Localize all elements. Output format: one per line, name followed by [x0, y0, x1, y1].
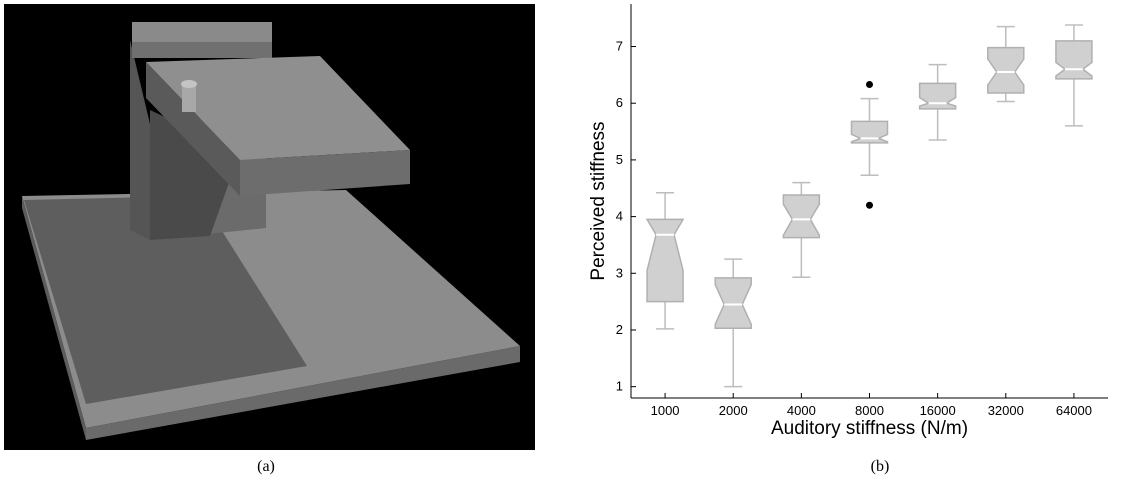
y-tick-label: 2 — [616, 322, 623, 337]
x-tick-label: 64000 — [1056, 403, 1092, 418]
panel-a-caption: (a) — [257, 458, 275, 475]
box-body — [850, 120, 889, 144]
y-tick-label: 1 — [616, 379, 623, 394]
column-left-face — [130, 40, 150, 240]
shelf-top — [146, 56, 410, 160]
box-body — [782, 194, 821, 239]
box-1000 — [645, 192, 685, 330]
box-4000 — [782, 181, 821, 278]
y-tick-label: 4 — [616, 209, 623, 224]
axes: 1 2 3 4 5 6 7 1000 2000 4000 8000 16000 32000 64000 — [616, 4, 1108, 418]
x-tick-label: 32000 — [988, 403, 1024, 418]
y-tick-label: 5 — [616, 152, 623, 167]
shelf-front-side — [240, 150, 410, 196]
box-series — [645, 24, 1093, 388]
box-2000 — [714, 258, 752, 388]
x-tick-label: 2000 — [719, 403, 748, 418]
y-tick-label: 6 — [616, 95, 623, 110]
box-16000 — [918, 63, 957, 141]
y-tick-label: 7 — [616, 39, 623, 54]
base-front-side — [86, 346, 520, 440]
y-axis-label: Perceived stiffness — [588, 121, 609, 280]
box-32000 — [987, 25, 1025, 103]
box-body — [918, 82, 957, 110]
base-left-side — [22, 196, 86, 440]
y-tick-label: 3 — [616, 265, 623, 280]
x-tick-label: 8000 — [855, 403, 884, 418]
box-body — [1055, 40, 1093, 80]
peg-top — [181, 80, 197, 88]
peg — [182, 84, 196, 112]
x-tick-label: 1000 — [651, 403, 680, 418]
column-top-block-front — [132, 42, 272, 58]
column-top-block — [132, 22, 272, 42]
x-tick-label: 4000 — [787, 403, 816, 418]
x-tick-label: 16000 — [920, 403, 956, 418]
outlier-point — [866, 201, 873, 209]
box-body — [987, 46, 1025, 94]
box-body — [714, 277, 752, 330]
panel-b-caption: (b) — [870, 458, 890, 475]
shelf-left-side — [146, 62, 240, 196]
outlier-point — [866, 81, 873, 89]
box-body — [645, 218, 685, 303]
x-axis-label: Auditory stiffness (N/m) — [771, 418, 968, 439]
base-dark-region — [24, 196, 307, 404]
box-8000 — [850, 81, 889, 209]
box-64000 — [1055, 24, 1093, 127]
